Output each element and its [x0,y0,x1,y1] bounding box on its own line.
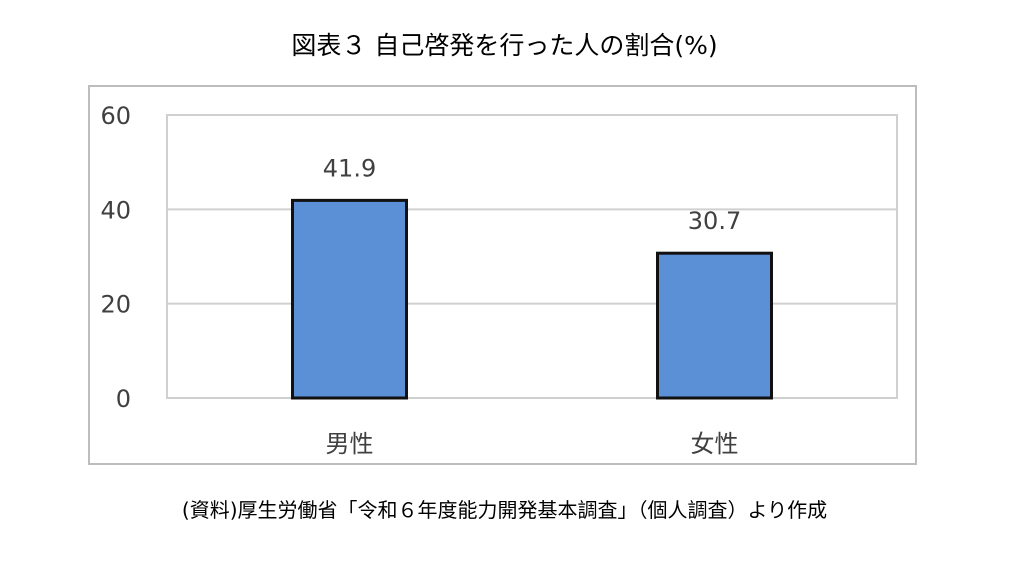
category-label: 男性 [326,430,374,458]
data-label: 30.7 [688,207,741,235]
y-tick-label: 60 [100,102,131,130]
y-tick-label: 20 [100,291,131,319]
source-note: (資料)厚生労働省「令和６年度能力開発基本調査」（個人調査）より作成 [181,498,828,522]
chart-frame [88,85,917,465]
bar-1 [291,198,408,400]
y-tick-label: 0 [116,385,131,413]
category-label: 女性 [691,430,739,458]
plot-area-border [166,114,898,399]
chart-title: 図表３ 自己啓発を行った人の割合(%) [291,31,718,60]
y-tick-label: 40 [100,196,131,224]
bar-2 [656,251,773,400]
data-label: 41.9 [323,154,376,182]
